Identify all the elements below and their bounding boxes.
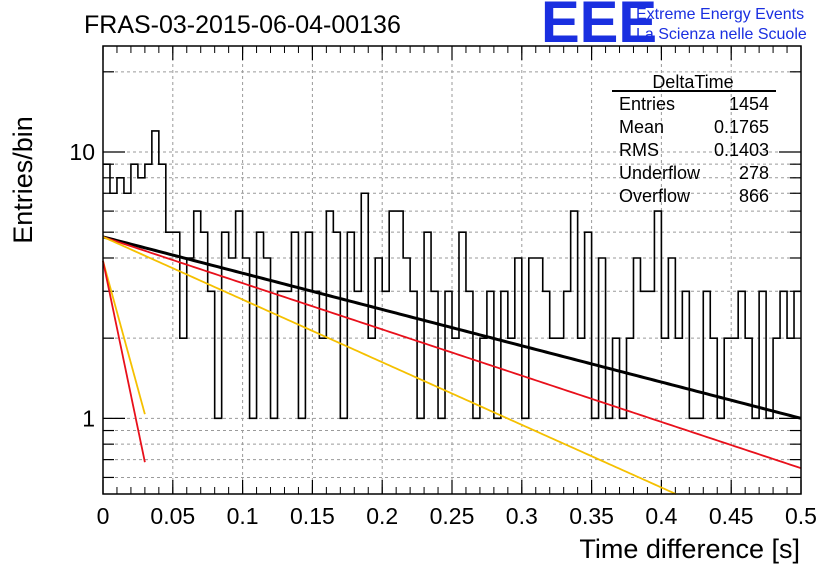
x-axis-title: Time difference [s] bbox=[579, 534, 800, 564]
histogram-bins bbox=[103, 130, 801, 420]
y-axis-title: Entries/bin bbox=[8, 116, 38, 244]
y-tick-labels: 1 10 bbox=[69, 139, 95, 431]
x-tick-label: 0.4 bbox=[645, 503, 677, 529]
y-tick-label: 10 bbox=[69, 139, 95, 165]
x-tick-label: 0 bbox=[97, 503, 110, 529]
stats-box: DeltaTime Entries 1454 Mean 0.1765 RMS 0… bbox=[612, 72, 776, 206]
x-tick-label: 0.3 bbox=[506, 503, 538, 529]
x-tick-label: 0.35 bbox=[569, 503, 614, 529]
stats-row-label: Entries bbox=[619, 94, 675, 114]
stats-row-label: Mean bbox=[619, 117, 664, 137]
stats-row-value: 866 bbox=[739, 186, 769, 206]
stats-row-label: Overflow bbox=[619, 186, 691, 206]
stats-row-value: 0.1403 bbox=[714, 140, 769, 160]
fit-curve bbox=[102, 236, 677, 495]
x-tick-label: 0.2 bbox=[366, 503, 398, 529]
plot-frame bbox=[102, 45, 802, 495]
logo-subtitle-line1: Extreme Energy Events bbox=[636, 6, 804, 23]
fit-curve bbox=[102, 235, 802, 420]
stats-row-label: RMS bbox=[619, 140, 659, 160]
x-tick-label: 0.45 bbox=[709, 503, 754, 529]
stats-row-value: 1454 bbox=[729, 94, 769, 114]
fit-curves bbox=[102, 235, 802, 495]
logo-subtitle-line2: La Scienza nelle Scuole bbox=[636, 26, 807, 43]
x-tick-label: 0.05 bbox=[150, 503, 195, 529]
stats-row-value: 278 bbox=[739, 163, 769, 183]
fit-curve bbox=[102, 260, 146, 463]
y-tick-label: 1 bbox=[82, 405, 95, 431]
x-tick-label: 0.25 bbox=[430, 503, 475, 529]
chart-title: FRAS-03-2015-06-04-00136 bbox=[84, 11, 401, 39]
fit-curve bbox=[102, 236, 802, 470]
stats-row-value: 0.1765 bbox=[714, 117, 769, 137]
fit-curve bbox=[102, 260, 146, 415]
x-tick-labels: 0 0.05 0.1 0.15 0.2 0.25 0.3 0.35 0.4 0.45 0.5 bbox=[97, 503, 817, 529]
x-tick-label: 0.5 bbox=[785, 503, 817, 529]
stats-row-label: Underflow bbox=[619, 163, 701, 183]
x-tick-label: 0.15 bbox=[290, 503, 335, 529]
stats-box-name: DeltaTime bbox=[652, 72, 733, 92]
histogram-line bbox=[103, 130, 801, 420]
x-tick-label: 0.1 bbox=[227, 503, 259, 529]
